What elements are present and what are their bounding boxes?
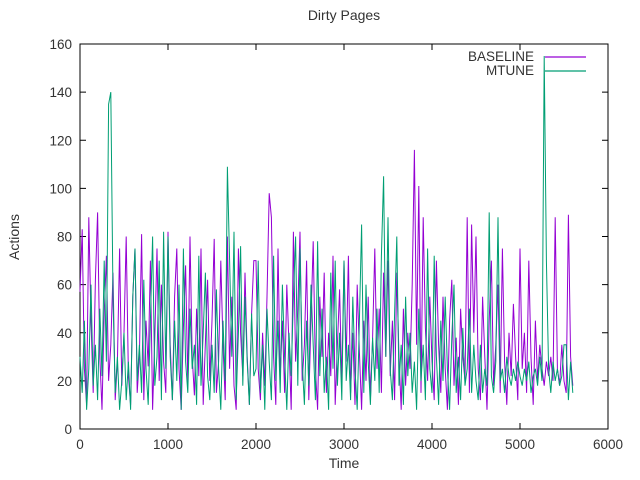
y-tick-label: 40 <box>57 326 72 341</box>
y-tick-label: 100 <box>49 181 72 196</box>
y-tick-label: 80 <box>57 230 72 245</box>
x-tick-label: 4000 <box>417 437 447 452</box>
y-tick-label: 20 <box>57 374 72 389</box>
series-line-mtune <box>79 55 574 410</box>
y-tick-label: 60 <box>57 278 72 293</box>
legend-label-mtune: MTUNE <box>486 63 534 78</box>
y-tick-label: 120 <box>49 133 72 148</box>
legend-label-baseline: BASELINE <box>468 49 534 64</box>
x-tick-label: 3000 <box>329 437 359 452</box>
x-tick-label: 0 <box>76 437 84 452</box>
y-tick-label: 0 <box>64 422 72 437</box>
x-axis-label: Time <box>328 455 360 471</box>
x-tick-label: 5000 <box>505 437 535 452</box>
x-tick-label: 6000 <box>593 437 623 452</box>
x-tick-label: 2000 <box>241 437 271 452</box>
x-tick-label: 1000 <box>153 437 183 452</box>
y-tick-label: 140 <box>49 85 72 100</box>
chart-title: Dirty Pages <box>307 7 381 23</box>
y-tick-label: 160 <box>49 37 72 52</box>
